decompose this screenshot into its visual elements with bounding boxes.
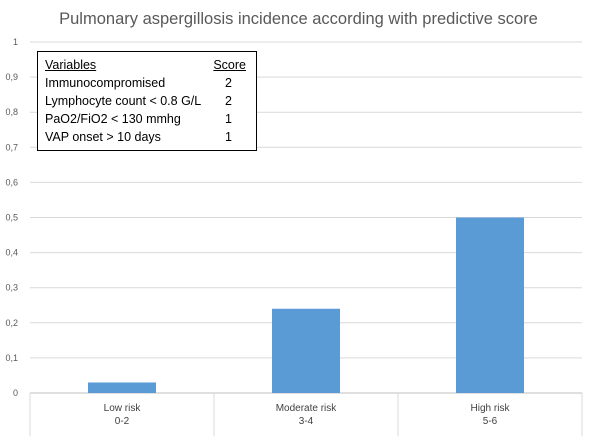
bar <box>88 382 156 393</box>
score-table-variable: Immunocompromised <box>45 76 166 90</box>
y-tick-label: 0,1 <box>5 353 18 363</box>
x-tick-label: Low risk <box>104 403 142 414</box>
x-tick-label: 5-6 <box>483 416 498 427</box>
score-table-header-variable: Variables <box>45 58 97 72</box>
x-tick-label: 3-4 <box>299 416 314 427</box>
x-tick-label: 0-2 <box>115 416 130 427</box>
score-table-score: 1 <box>225 130 232 144</box>
score-table-score: 2 <box>225 94 232 108</box>
score-table-score: 1 <box>225 112 232 126</box>
score-table-row: PaO2/FiO2 < 130 mmhg 1 <box>45 111 246 127</box>
score-table-row: Immunocompromised 2 <box>45 75 246 91</box>
bar <box>272 308 340 393</box>
y-tick-label: 0,4 <box>5 248 18 258</box>
score-table-row: Lymphocyte count < 0.8 G/L 2 <box>45 93 246 109</box>
y-tick-label: 1 <box>13 37 18 47</box>
x-tick-label: Moderate risk <box>276 403 338 414</box>
score-table-variable: Lymphocyte count < 0.8 G/L <box>45 94 202 108</box>
y-tick-label: 0,7 <box>5 142 18 152</box>
x-tick-label: High risk <box>471 403 511 414</box>
score-table: Variables Score Immunocompromised 2 Lymp… <box>37 51 257 151</box>
y-tick-label: 0,6 <box>5 177 18 187</box>
y-tick-label: 0,2 <box>5 318 18 328</box>
score-table-score: 2 <box>225 76 232 90</box>
y-tick-label: 0,5 <box>5 213 18 223</box>
bar <box>456 217 524 393</box>
score-table-variable: VAP onset > 10 days <box>45 130 161 144</box>
y-tick-label: 0 <box>13 388 18 398</box>
y-tick-label: 0,8 <box>5 107 18 117</box>
score-table-row: VAP onset > 10 days 1 <box>45 129 246 145</box>
score-table-header-score: Score <box>213 58 246 72</box>
score-table-header: Variables Score <box>45 57 246 73</box>
chart-title: Pulmonary aspergillosis incidence accord… <box>59 10 538 28</box>
y-tick-label: 0,9 <box>5 72 18 82</box>
score-table-variable: PaO2/FiO2 < 130 mmhg <box>45 112 181 126</box>
y-tick-label: 0,3 <box>5 283 18 293</box>
